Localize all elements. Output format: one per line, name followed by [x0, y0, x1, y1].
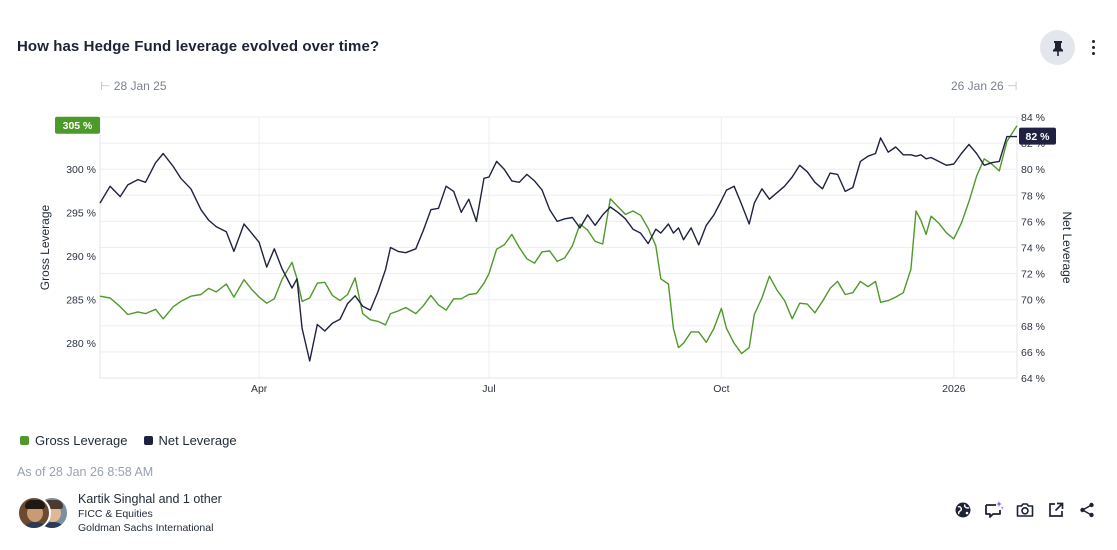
- camera-icon: [1016, 503, 1034, 517]
- left-tick-label: 300 %: [66, 164, 96, 176]
- more-vertical-icon: [1091, 39, 1095, 43]
- as-of-timestamp: As of 28 Jan 26 8:58 AM: [17, 465, 154, 479]
- x-tick-label: Jul: [482, 383, 495, 395]
- right-tick-label: 66 %: [1021, 347, 1045, 359]
- author-desk: FICC & Equities: [78, 508, 153, 520]
- right-tick-label: 64 %: [1021, 373, 1045, 385]
- x-tick-label: Apr: [251, 383, 268, 395]
- globe-button[interactable]: [953, 500, 973, 520]
- pin-button[interactable]: [1040, 30, 1075, 65]
- ai-comment-icon: [985, 501, 1004, 518]
- footer-actions: [953, 500, 1097, 520]
- author-avatars[interactable]: [17, 494, 72, 532]
- right-tick-label: 70 %: [1021, 295, 1045, 307]
- x-tick-label: Oct: [713, 383, 729, 395]
- x-tick-label: 2026: [942, 383, 966, 395]
- author-block: Kartik Singhal and 1 other FICC & Equiti…: [17, 492, 222, 534]
- net-leverage-line: [99, 135, 1017, 362]
- share-icon: [1080, 502, 1094, 518]
- left-tick-label: 285 %: [66, 295, 96, 307]
- legend-label-gross: Gross Leverage: [35, 433, 128, 448]
- gross-last-value-label: 305 %: [63, 120, 93, 132]
- legend-swatch-gross: [20, 436, 29, 445]
- range-start-label: 28 Jan 25: [113, 79, 167, 93]
- legend-label-net: Net Leverage: [158, 433, 237, 448]
- right-tick-label: 76 %: [1021, 216, 1045, 228]
- range-end-label: 26 Jan 26: [951, 79, 1004, 93]
- gross-last-value-badge: [55, 116, 100, 134]
- net-last-value-label: 82 %: [1026, 131, 1051, 143]
- range-start[interactable]: ⊢ 28 Jan 25: [100, 79, 167, 93]
- more-options-button[interactable]: [1085, 36, 1101, 58]
- globe-icon: [955, 502, 971, 518]
- pin-icon: [1052, 40, 1063, 56]
- share-button[interactable]: [1077, 500, 1097, 520]
- right-tick-label: 84 %: [1021, 112, 1045, 124]
- ai-comment-button[interactable]: [984, 500, 1004, 520]
- legend-swatch-net: [143, 436, 153, 445]
- legend-item-net[interactable]: Net Leverage: [143, 433, 237, 448]
- open-external-icon: [1049, 502, 1064, 517]
- legend-item-gross[interactable]: Gross Leverage: [20, 433, 128, 448]
- right-tick-label: 78 %: [1021, 190, 1045, 202]
- grid-lines: [100, 116, 1017, 379]
- left-axis-title: Gross Leverage: [38, 204, 52, 290]
- right-tick-label: 80 %: [1021, 164, 1045, 176]
- chart-legend: Gross Leverage Net Leverage: [20, 433, 237, 448]
- gross-leverage-line: [99, 125, 1018, 355]
- page-title: How has Hedge Fund leverage evolved over…: [17, 38, 380, 55]
- open-external-button[interactable]: [1046, 500, 1066, 520]
- screenshot-button[interactable]: [1015, 500, 1035, 520]
- avatar: [17, 496, 51, 530]
- right-tick-label: 74 %: [1021, 243, 1045, 255]
- right-axis-title: Net Leverage: [1060, 211, 1074, 283]
- range-end[interactable]: 26 Jan 26 ⊣: [951, 79, 1018, 93]
- leverage-line-chart: 280 % 285 % 290 % 295 % 300 % 64 % 66 % 68 % 70 …: [38, 112, 1074, 395]
- left-tick-label: 295 %: [66, 208, 96, 220]
- right-tick-label: 68 %: [1021, 321, 1045, 333]
- right-tick-label: 72 %: [1021, 269, 1045, 281]
- author-name[interactable]: Kartik Singhal and 1 other: [78, 492, 222, 506]
- left-tick-label: 280 %: [66, 338, 96, 350]
- net-last-value-badge: [1019, 127, 1056, 145]
- left-tick-label: 290 %: [66, 251, 96, 263]
- author-entity: Goldman Sachs International: [78, 522, 214, 534]
